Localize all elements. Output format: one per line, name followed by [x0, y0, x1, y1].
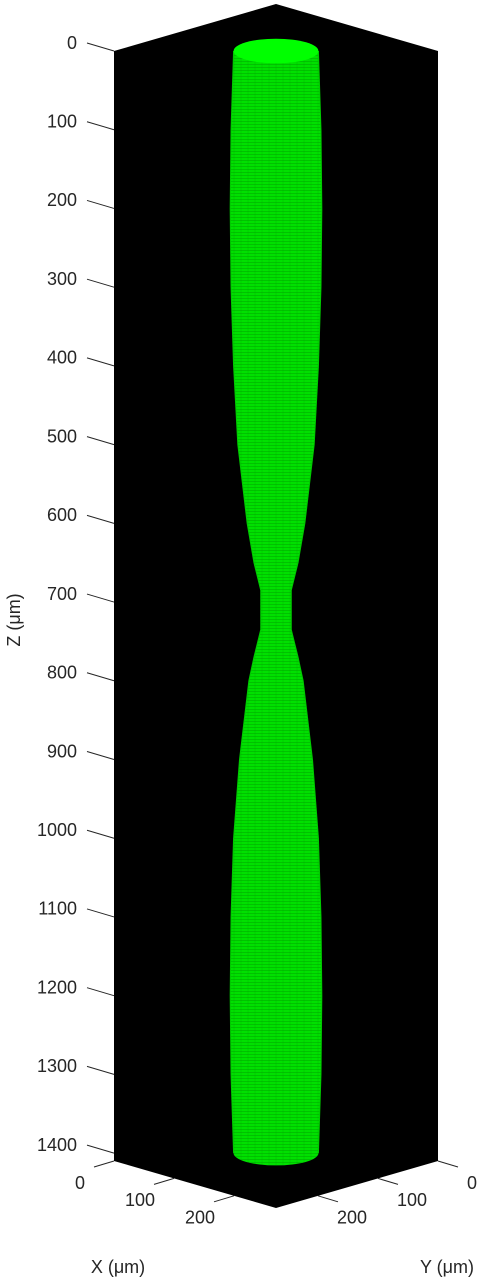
- z-tick: [86, 987, 115, 997]
- surface-left-edge: [229, 50, 262, 1154]
- z-tick-label: 1200: [37, 977, 77, 997]
- z-tick: [86, 199, 115, 209]
- y-tick-label: 0: [467, 1173, 477, 1193]
- z-axis-label: Z (μm): [4, 593, 24, 646]
- z-tick-label: 500: [47, 426, 77, 446]
- y-tick: [437, 1160, 459, 1168]
- y-tick: [317, 1195, 339, 1203]
- z-tick: [86, 751, 115, 760]
- y-tick-label: 200: [337, 1208, 367, 1228]
- x-tick-label: 0: [75, 1173, 85, 1193]
- z-tick: [86, 829, 115, 839]
- y-tick: [377, 1177, 399, 1185]
- top-cap: [233, 38, 319, 64]
- z-tick-label: 800: [47, 663, 77, 683]
- z-tick-label: 1300: [37, 1056, 77, 1076]
- z-tick: [86, 908, 115, 918]
- y-axis-label: Y (μm): [420, 1257, 474, 1277]
- z-tick-label: 200: [47, 190, 77, 210]
- surface-right-edge: [290, 50, 323, 1154]
- x-tick-label: 200: [185, 1208, 215, 1228]
- z-tick-label: 100: [47, 111, 77, 131]
- z-tick: [86, 357, 115, 367]
- surface-texture: [230, 51, 322, 1166]
- z-tick-label: 0: [67, 33, 77, 53]
- z-tick: [86, 42, 115, 52]
- z-tick: [86, 1144, 115, 1154]
- z-tick-label: 400: [47, 348, 77, 368]
- z-tick: [86, 593, 115, 603]
- x-axis-label: X (μm): [91, 1257, 145, 1277]
- x-tick-label: 100: [125, 1190, 155, 1210]
- x-tick: [93, 1160, 115, 1168]
- x-tick: [213, 1195, 235, 1203]
- z-tick: [86, 1065, 115, 1075]
- z-tick-label: 300: [47, 269, 77, 289]
- z-tick: [86, 672, 115, 682]
- x-tick: [153, 1177, 175, 1185]
- z-tick-label: 1000: [37, 820, 77, 840]
- z-tick-label: 900: [47, 741, 77, 761]
- z-tick-label: 700: [47, 584, 77, 604]
- z-tick-label: 1400: [37, 1135, 77, 1155]
- z-tick: [86, 278, 115, 288]
- y-tick-label: 100: [397, 1190, 427, 1210]
- z-tick: [86, 514, 115, 524]
- z-tick: [86, 121, 115, 131]
- z-tick: [86, 436, 115, 446]
- z-tick-label: 1100: [38, 899, 77, 919]
- z-tick-label: 600: [47, 505, 77, 525]
